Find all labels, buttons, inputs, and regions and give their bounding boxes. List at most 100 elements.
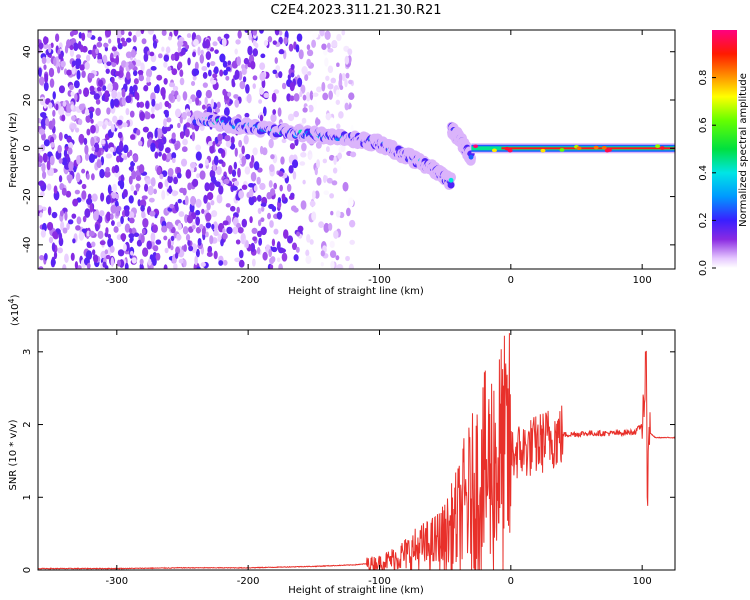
heatmap-noise-cell	[348, 92, 355, 101]
heatmap-band-cell	[447, 181, 455, 189]
heatmap-noise-cell	[140, 62, 145, 72]
heatmap-noise-cell	[179, 77, 185, 86]
heatmap-noise-cell	[163, 264, 168, 269]
heatmap-noise-cell	[269, 220, 274, 228]
heatmap-noise-cell	[204, 96, 208, 106]
heatmap-noise-cell	[225, 203, 231, 208]
heatmap-noise-cell	[267, 212, 271, 220]
heatmap-noise-cell	[249, 161, 254, 169]
heatmap-noise-cell	[43, 139, 50, 147]
x-tick-label: 0	[508, 576, 514, 587]
heatmap-noise-cell	[274, 30, 280, 36]
heatmap-steady-dot	[576, 146, 582, 151]
heatmap-noise-cell	[186, 111, 192, 117]
heatmap-noise-cell	[164, 147, 171, 154]
heatmap-noise-cell	[230, 136, 235, 144]
heatmap-noise-cell	[128, 175, 133, 185]
heatmap-noise-cell	[256, 247, 261, 255]
heatmap-noise-cell	[174, 252, 179, 259]
heatmap-noise-cell	[117, 119, 123, 126]
heatmap-noise-cell	[156, 166, 162, 176]
heatmap-noise-cell	[178, 37, 185, 43]
heatmap-noise-cell	[151, 98, 156, 107]
heatmap-noise-cell	[41, 171, 47, 179]
heatmap-noise-cell	[75, 225, 81, 231]
heatmap-noise-cell	[241, 218, 248, 228]
heatmap-noise-cell	[203, 194, 208, 204]
heatmap-noise-cell	[170, 235, 175, 242]
heatmap-noise-cell	[157, 130, 161, 141]
heatmap-noise-cell	[321, 81, 326, 92]
heatmap-noise-cell	[132, 84, 138, 92]
heatmap-noise-cell	[237, 167, 241, 178]
heatmap-noise-cell	[190, 195, 196, 206]
heatmap-noise-cell	[71, 67, 76, 75]
heatmap-noise-cell	[297, 225, 304, 233]
heatmap-noise-cell	[84, 152, 90, 161]
heatmap-noise-cell	[100, 139, 106, 145]
heatmap-noise-cell	[278, 71, 283, 79]
heatmap-noise-cell	[147, 139, 151, 148]
heatmap-noise-cell	[71, 60, 77, 67]
x-tick-label: -300	[105, 275, 128, 286]
heatmap-noise-cell	[325, 146, 330, 153]
heatmap-noise-cell	[331, 40, 338, 48]
heatmap-noise-cell	[107, 233, 112, 239]
heatmap-noise-cell	[191, 131, 196, 142]
colorbar: 0.0 0.2 0.4 0.6 0.8 Normalized spectral ampl…	[698, 30, 749, 276]
heatmap-noise-cell	[53, 251, 58, 260]
heatmap-noise-cell	[245, 240, 249, 249]
heatmap-noise-cell	[150, 113, 155, 119]
heatmap-noise-cell	[222, 220, 229, 226]
heatmap-noise-cell	[61, 187, 67, 196]
heatmap-noise-cell	[86, 230, 91, 237]
heatmap-noise-cell	[309, 200, 316, 207]
heatmap-noise-cell	[117, 36, 121, 45]
heatmap-noise-cell	[261, 206, 265, 212]
heatmap-noise-cell	[86, 173, 90, 180]
heatmap-noise-cell	[329, 240, 335, 249]
heatmap-noise-cell	[70, 122, 77, 130]
heatmap-noise-cell	[290, 72, 295, 78]
heatmap-noise-cell	[234, 147, 238, 157]
heatmap-noise-cell	[307, 71, 312, 76]
heatmap-noise-cell	[128, 31, 132, 37]
heatmap-noise-cell	[66, 39, 71, 49]
heatmap-noise-cell	[104, 249, 109, 255]
heatmap-noise-cell	[212, 73, 218, 79]
heatmap-noise-cell	[147, 185, 154, 196]
heatmap-noise-cell	[74, 127, 80, 133]
heatmap-noise-cell	[276, 211, 283, 220]
heatmap-noise-cell	[273, 89, 280, 94]
heatmap-noise-cell	[133, 232, 140, 237]
heatmap-noise-cell	[311, 211, 317, 221]
snr-series	[38, 333, 675, 570]
heatmap-noise-cell	[75, 57, 82, 68]
heatmap-noise-cell	[161, 30, 167, 36]
heatmap-noise-cell	[241, 67, 247, 76]
heatmap-noise-cell	[117, 180, 122, 186]
heatmap-noise-cell	[109, 245, 115, 253]
snr-panel: -300 -200 -100 0 100 0 1 2 3 Height of straight…	[7, 294, 676, 596]
heatmap-noise-cell	[323, 48, 328, 56]
heatmap-noise-cell	[110, 98, 115, 109]
heatmap-noise-cell	[128, 166, 134, 171]
heatmap-noise-cell	[38, 155, 43, 164]
heatmap-noise-cell	[133, 78, 139, 85]
heatmap-noise-cell	[78, 88, 82, 95]
heatmap-noise-cell	[291, 159, 299, 169]
heatmap-noise-cell	[291, 242, 298, 251]
heatmap-noise-cell	[58, 131, 63, 141]
heatmap-noise-cell	[110, 191, 118, 199]
heatmap-steady-dot	[659, 146, 665, 150]
heatmap-noise-cell	[83, 87, 90, 98]
colorbar-ticks: 0.0 0.2 0.4 0.6 0.8	[698, 70, 716, 276]
heatmap-noise-cell	[138, 74, 145, 82]
heatmap-noise-cell	[39, 96, 46, 106]
heatmap-noise-cell	[97, 120, 104, 127]
snr-frame	[37, 329, 676, 571]
heatmap-noise-cell	[128, 63, 135, 69]
heatmap-noise-cell	[161, 225, 168, 233]
heatmap-noise-cell	[102, 261, 107, 268]
heatmap-noise-cell	[154, 85, 158, 94]
